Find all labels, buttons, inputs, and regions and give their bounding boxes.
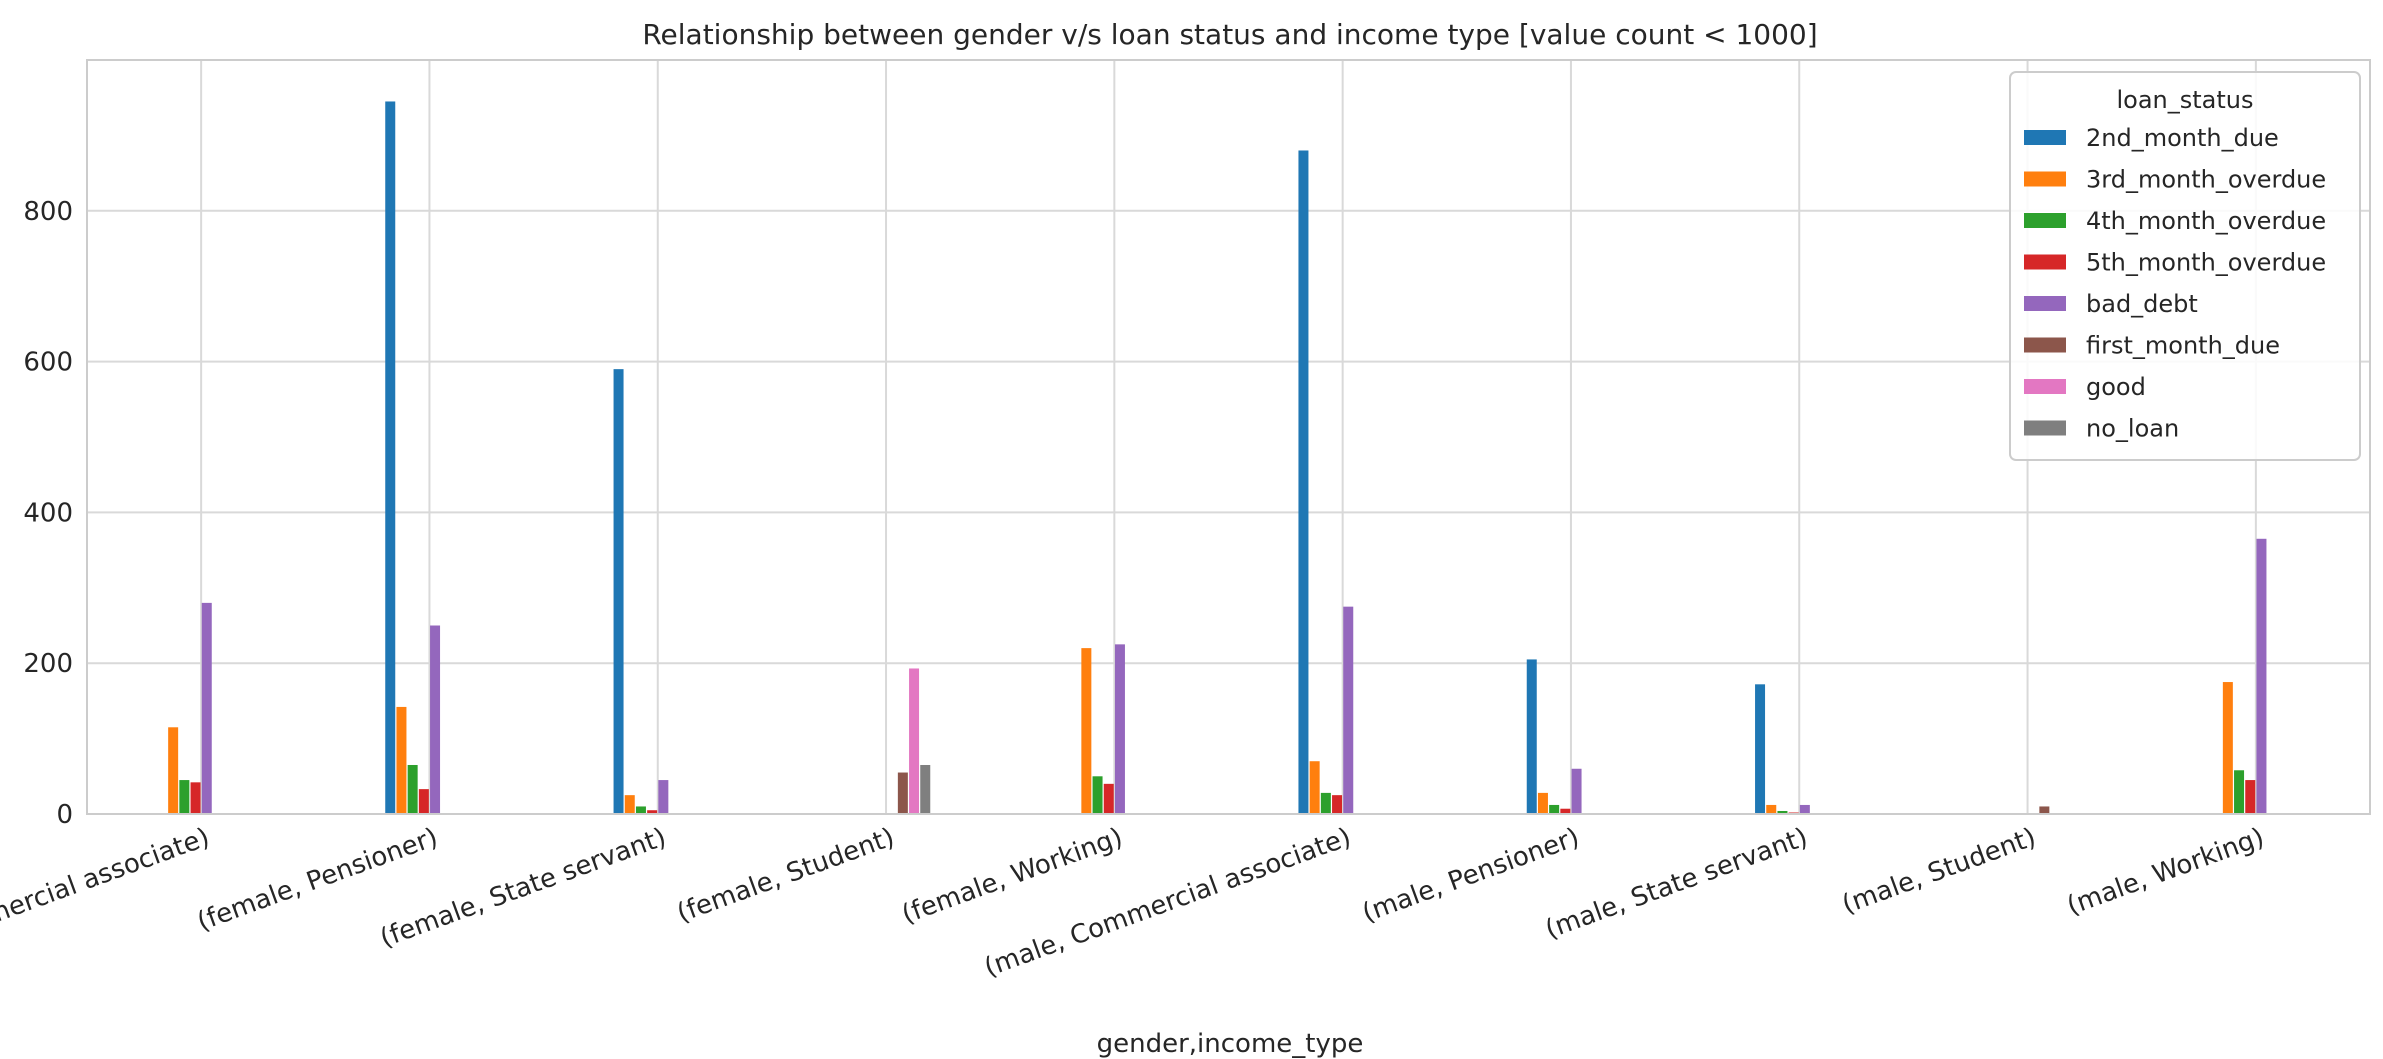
bar-bad_debt (658, 780, 669, 814)
bar-3rd_month_overdue (624, 795, 635, 814)
bar-5th_month_overdue (1560, 808, 1571, 814)
bar-4th_month_overdue (1549, 804, 1560, 814)
bar-3rd_month_overdue (2222, 682, 2233, 814)
bar-5th_month_overdue (1103, 783, 1114, 814)
bar-3rd_month_overdue (1309, 761, 1320, 814)
bar-5th_month_overdue (647, 810, 658, 814)
bar-first_month_due (2039, 806, 2050, 814)
bar-2nd_month_due (1755, 684, 1766, 814)
legend-box (2009, 71, 2361, 461)
legend-swatch (2024, 130, 2066, 145)
bar-bad_debt (2256, 538, 2267, 814)
bar-bad_debt (1114, 644, 1125, 814)
bar-bad_debt (430, 625, 441, 814)
bar-bad_debt (1343, 606, 1354, 814)
y-tick-labels: 0 200 400 600 800 (23, 197, 73, 830)
bar-3rd_month_overdue (396, 706, 407, 814)
bar-first_month_due (897, 772, 908, 814)
bar-4th_month_overdue (1320, 792, 1331, 814)
bar-3rd_month_overdue (168, 727, 179, 814)
bar-2nd_month_due (1526, 659, 1537, 814)
bar-2nd_month_due (385, 101, 396, 815)
bar-5th_month_overdue (418, 789, 429, 814)
x-axis-label: gender,income_type (1097, 1029, 1364, 1059)
legend-swatch (2024, 296, 2066, 311)
bar-2nd_month_due (1298, 150, 1309, 815)
legend-label: 2nd_month_due (2086, 124, 2279, 152)
bar-bad_debt (1799, 804, 1810, 814)
bar-4th_month_overdue (635, 806, 646, 814)
legend-swatch (2024, 171, 2066, 187)
bar-4th_month_overdue (1092, 776, 1103, 814)
y-tick-label: 0 (56, 800, 73, 830)
plot-frame (86, 59, 2371, 815)
bar-4th_month_overdue (407, 764, 418, 814)
bar-5th_month_overdue (190, 782, 201, 814)
legend-swatch (2024, 213, 2066, 228)
y-tick-label: 600 (23, 348, 73, 378)
legend-swatch (2024, 337, 2066, 353)
y-tick-label: 400 (23, 498, 73, 528)
bar-3rd_month_overdue (1766, 804, 1777, 814)
legend-label: 4th_month_overdue (2086, 207, 2326, 235)
bar-good (909, 668, 920, 814)
bar-no_loan (920, 764, 931, 814)
bar-bad_debt (1571, 768, 1582, 814)
bar-2nd_month_due (613, 369, 624, 814)
bar-4th_month_overdue (1777, 810, 1788, 814)
legend-label: first_month_due (2086, 332, 2280, 360)
y-tick-label: 800 (23, 197, 73, 227)
bar-bad_debt (201, 602, 212, 814)
chart-title: Relationship between gender v/s loan sta… (642, 18, 1817, 51)
legend-label: 5th_month_overdue (2086, 249, 2326, 277)
bar-5th_month_overdue (1332, 795, 1343, 814)
bars-layer (168, 101, 2267, 815)
bar-3rd_month_overdue (1081, 648, 1092, 814)
legend-items: 2nd_month_due 3rd_month_overdue 4th_month_… (2024, 124, 2326, 443)
legend-label: good (2086, 373, 2146, 401)
legend-swatch (2024, 420, 2066, 436)
bar-4th_month_overdue (2234, 770, 2245, 814)
legend-swatch (2024, 254, 2066, 270)
bar-3rd_month_overdue (1537, 792, 1548, 814)
bar-4th_month_overdue (179, 780, 190, 814)
bar-5th_month_overdue (2245, 780, 2256, 814)
legend-swatch (2024, 379, 2066, 394)
legend-label: 3rd_month_overdue (2086, 166, 2326, 194)
legend-label: bad_debt (2086, 290, 2198, 318)
legend-label: no_loan (2086, 415, 2179, 443)
legend-title: loan_status (2116, 86, 2253, 114)
legend: loan_status 2nd_month_due 3rd_month_overd… (2009, 71, 2361, 461)
y-tick-label: 200 (23, 649, 73, 679)
